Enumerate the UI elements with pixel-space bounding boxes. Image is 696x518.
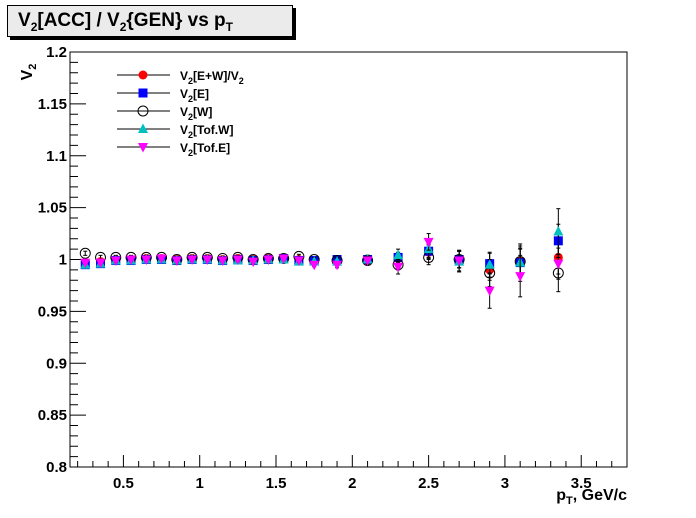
legend-label-sub: 2 [188,112,193,122]
legend-label-sub: 2 [188,148,193,158]
legend-label-v: V [180,105,188,119]
data-point [263,255,274,265]
y-label-v: V [19,69,36,80]
legend-label: V2[Tof.E] [180,141,230,158]
y-tick-label: 0.8 [46,459,67,476]
y-tick-label: 0.85 [38,407,67,424]
legend-label: V2[Tof.W] [180,123,233,140]
legend-label-sub2: 2 [239,76,244,86]
legend-marker [138,143,148,153]
data-point [202,255,213,265]
legend-label: V2[E+W]/V2 [180,69,244,86]
legend-label-v: V [180,123,188,137]
y-label-sub: 2 [27,64,39,70]
data-point [79,247,91,259]
data-point [217,256,228,267]
data-point [553,225,564,236]
data-point [187,255,198,265]
x-tick-label: 1 [196,475,204,492]
legend-label-body: [Tof.W] [193,123,233,137]
title-part-gen: {GEN} vs p [126,10,226,31]
legend-label-sub: 2 [188,76,193,86]
x-tick-label: 3.5 [571,475,592,492]
y-tick-label: 1.1 [46,148,67,165]
x-tick-label: 2.5 [418,475,439,492]
data-point [141,255,152,265]
y-axis-label: V2 [19,64,39,81]
x-label-sub: T [566,495,573,507]
legend-label-body: [Tof.E] [193,141,230,155]
data-point [362,256,373,267]
legend-label-v: V [180,69,188,83]
x-label-p: p [556,487,566,504]
x-label-unit: , GeV/c [573,487,627,504]
data-point [332,260,343,271]
data-point [232,255,243,265]
data-point [515,272,526,282]
data-point [293,256,304,267]
y-tick-label: 0.9 [46,355,67,372]
legend-marker [138,70,148,80]
data-point [553,259,564,270]
x-tick-label: 0.5 [113,475,134,492]
data-point [80,258,91,269]
x-axis-label: pT, GeV/c [556,487,627,507]
data-point [309,260,320,271]
data-point [278,254,289,264]
legend-marker [137,105,149,117]
title-part-acc: [ACC] / V [37,10,120,31]
legend-label-body: [W] [193,105,212,119]
data-point [454,256,465,267]
legend-label-v: V [180,141,188,155]
axes: 0.5 1 1.5 2 2.5 3 3.5 0.8 0.85 0.9 0.95 1 1.05 1.1 1.1… [38,44,628,492]
data-point [95,258,106,269]
data-point [110,256,121,267]
legend-label: V2[E] [180,87,209,104]
x-tick-label: 3 [501,475,509,492]
data-point [393,249,404,260]
y-tick-label: 1.2 [46,44,67,61]
y-tick-label: 1.05 [38,200,67,217]
chart-title-box: V2[ACC] / V2{GEN} vs pT [7,5,293,37]
series-4 [80,233,564,309]
data-points [79,208,564,309]
legend-label-sub: 2 [188,130,193,140]
y-tick-label: 1.15 [38,96,67,113]
x-tick-label: 1.5 [266,475,287,492]
y-tick-label: 0.95 [38,303,67,320]
data-point [423,237,434,248]
legend-label-body: [E+W]/V [193,69,239,83]
plot-frame [69,51,628,468]
title-sub-1: 2 [30,19,38,34]
title-sub-2: 2 [119,19,127,34]
y-tick-label: 1 [59,252,67,269]
data-point [171,256,182,267]
data-point [484,259,495,269]
chart-title: V2[ACC] / V2{GEN} vs pT [18,10,233,34]
title-sub-3: T [225,19,233,34]
legend-label: V2[W] [180,105,212,122]
legend-label-body: [E] [193,87,209,101]
legend-label-sub: 2 [188,94,193,104]
legend-label-v: V [180,87,188,101]
data-point [393,262,404,273]
x-tick-label: 2 [348,475,356,492]
title-part-v: V [18,10,31,31]
legend-marker [138,88,148,98]
data-point [156,254,167,264]
data-point [126,255,137,265]
data-point [484,286,495,297]
legend-marker [138,123,148,133]
data-point [248,257,259,268]
